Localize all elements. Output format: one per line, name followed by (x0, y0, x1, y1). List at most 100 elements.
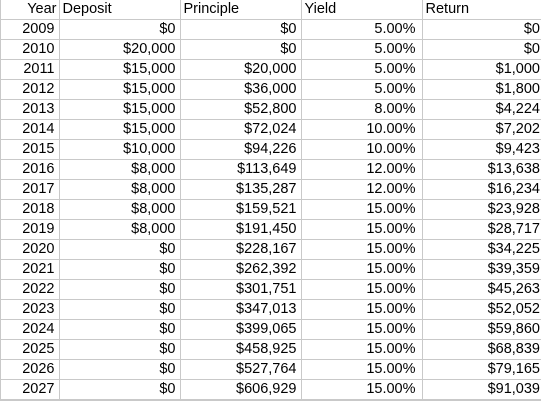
cell-deposit[interactable]: $8,000 (59, 219, 181, 240)
cell-year[interactable]: 2025 (1, 339, 60, 360)
cell-yield[interactable]: 12.00% (301, 179, 423, 200)
cell-return[interactable]: $34,225 (422, 239, 541, 260)
cell-year[interactable]: 2022 (1, 279, 60, 300)
cell-yield[interactable]: 15.00% (301, 299, 423, 320)
cell-yield[interactable]: 15.00% (301, 279, 423, 300)
cell-yield[interactable]: 10.00% (301, 139, 423, 160)
cell-return[interactable]: $59,860 (422, 319, 541, 340)
cell-principle[interactable]: $36,000 (180, 79, 302, 100)
header-cell-year[interactable]: Year (1, 0, 60, 20)
cell-deposit[interactable]: $0 (59, 259, 181, 280)
cell-year[interactable]: 2026 (1, 359, 60, 380)
cell-principle[interactable]: $0 (180, 39, 302, 60)
cell-yield[interactable]: 15.00% (301, 199, 423, 220)
cell-principle[interactable]: $228,167 (180, 239, 302, 260)
cell-year[interactable]: 2019 (1, 219, 60, 240)
cell-year[interactable]: 2024 (1, 319, 60, 340)
cell-yield[interactable]: 15.00% (301, 339, 423, 360)
cell-return[interactable]: $45,263 (422, 279, 541, 300)
cell-principle[interactable]: $135,287 (180, 179, 302, 200)
cell-return[interactable]: $9,423 (422, 139, 541, 160)
cell-deposit[interactable]: $15,000 (59, 59, 181, 80)
cell-yield[interactable]: 8.00% (301, 99, 423, 120)
cell-principle[interactable]: $458,925 (180, 339, 302, 360)
cell-year[interactable]: 2021 (1, 259, 60, 280)
cell-yield[interactable]: 5.00% (301, 39, 423, 60)
cell-yield[interactable]: 15.00% (301, 379, 423, 400)
cell-principle[interactable]: $191,450 (180, 219, 302, 240)
cell-deposit[interactable]: $20,000 (59, 39, 181, 60)
cell-principle[interactable]: $94,226 (180, 139, 302, 160)
cell-principle[interactable]: $347,013 (180, 299, 302, 320)
cell-return[interactable]: $23,928 (422, 199, 541, 220)
header-cell-return[interactable]: Return (422, 0, 541, 20)
cell-yield[interactable]: 5.00% (301, 79, 423, 100)
cell-yield[interactable]: 15.00% (301, 359, 423, 380)
cell-year[interactable]: 2027 (1, 379, 60, 400)
cell-year[interactable]: 2009 (1, 19, 60, 40)
cell-principle[interactable]: $72,024 (180, 119, 302, 140)
cell-deposit[interactable]: $15,000 (59, 79, 181, 100)
cell-deposit[interactable]: $0 (59, 299, 181, 320)
cell-return[interactable]: $39,359 (422, 259, 541, 280)
cell-return[interactable]: $13,638 (422, 159, 541, 180)
cell-return[interactable]: $52,052 (422, 299, 541, 320)
cell-year[interactable]: 2018 (1, 199, 60, 220)
cell-deposit[interactable]: $0 (59, 359, 181, 380)
cell-yield[interactable]: 15.00% (301, 319, 423, 340)
cell-deposit[interactable]: $10,000 (59, 139, 181, 160)
cell-deposit[interactable]: $0 (59, 319, 181, 340)
cell-yield[interactable]: 5.00% (301, 59, 423, 80)
cell-principle[interactable]: $301,751 (180, 279, 302, 300)
cell-deposit[interactable]: $0 (59, 239, 181, 260)
header-cell-principle[interactable]: Principle (180, 0, 302, 20)
cell-yield[interactable]: 15.00% (301, 259, 423, 280)
cell-principle[interactable]: $159,521 (180, 199, 302, 220)
cell-return[interactable]: $4,224 (422, 99, 541, 120)
cell-return[interactable]: $91,039 (422, 379, 541, 400)
cell-year[interactable]: 2012 (1, 79, 60, 100)
cell-principle[interactable]: $262,392 (180, 259, 302, 280)
cell-yield[interactable]: 15.00% (301, 219, 423, 240)
cell-deposit[interactable]: $0 (59, 339, 181, 360)
cell-deposit[interactable]: $15,000 (59, 99, 181, 120)
cell-deposit[interactable]: $0 (59, 379, 181, 400)
cell-yield[interactable]: 5.00% (301, 19, 423, 40)
cell-principle[interactable]: $113,649 (180, 159, 302, 180)
cell-year[interactable]: 2011 (1, 59, 60, 80)
cell-return[interactable]: $16,234 (422, 179, 541, 200)
cell-year[interactable]: 2015 (1, 139, 60, 160)
cell-principle[interactable]: $20,000 (180, 59, 302, 80)
header-cell-yield[interactable]: Yield (301, 0, 423, 20)
cell-year[interactable]: 2023 (1, 299, 60, 320)
cell-year[interactable]: 2017 (1, 179, 60, 200)
cell-return[interactable]: $7,202 (422, 119, 541, 140)
cell-principle[interactable]: $52,800 (180, 99, 302, 120)
cell-yield[interactable]: 10.00% (301, 119, 423, 140)
cell-principle[interactable]: $0 (180, 19, 302, 40)
cell-return[interactable]: $1,800 (422, 79, 541, 100)
cell-return[interactable]: $0 (422, 39, 541, 60)
header-cell-deposit[interactable]: Deposit (59, 0, 181, 20)
cell-principle[interactable]: $527,764 (180, 359, 302, 380)
cell-deposit[interactable]: $8,000 (59, 159, 181, 180)
cell-return[interactable]: $0 (422, 19, 541, 40)
cell-year[interactable]: 2013 (1, 99, 60, 120)
cell-deposit[interactable]: $15,000 (59, 119, 181, 140)
cell-return[interactable]: $1,000 (422, 59, 541, 80)
cell-deposit[interactable]: $0 (59, 279, 181, 300)
cell-deposit[interactable]: $8,000 (59, 199, 181, 220)
cell-yield[interactable]: 12.00% (301, 159, 423, 180)
cell-yield[interactable]: 15.00% (301, 239, 423, 260)
cell-deposit[interactable]: $8,000 (59, 179, 181, 200)
cell-year[interactable]: 2016 (1, 159, 60, 180)
cell-return[interactable]: $79,165 (422, 359, 541, 380)
cell-year[interactable]: 2020 (1, 239, 60, 260)
cell-return[interactable]: $28,717 (422, 219, 541, 240)
cell-principle[interactable]: $399,065 (180, 319, 302, 340)
cell-return[interactable]: $68,839 (422, 339, 541, 360)
cell-year[interactable]: 2010 (1, 39, 60, 60)
cell-year[interactable]: 2014 (1, 119, 60, 140)
cell-principle[interactable]: $606,929 (180, 379, 302, 400)
cell-deposit[interactable]: $0 (59, 19, 181, 40)
